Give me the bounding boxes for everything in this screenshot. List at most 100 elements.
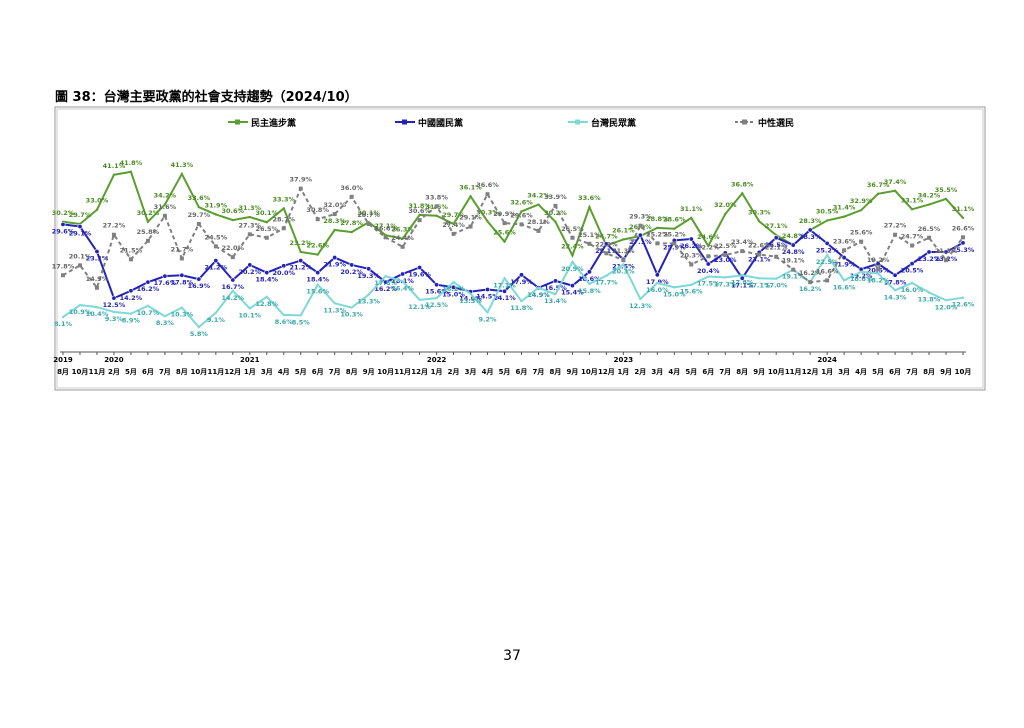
x-tick-label: 6月	[312, 368, 324, 376]
legend-label: 民主進步黨	[251, 117, 296, 129]
data-label: 15.8%	[578, 287, 601, 295]
data-label: 20.4%	[697, 267, 720, 275]
data-label: 16.4%	[391, 284, 414, 292]
point	[401, 237, 404, 240]
point	[859, 239, 864, 244]
point	[552, 278, 558, 284]
year-label: 2024	[817, 356, 837, 364]
data-label: 27.3%	[239, 221, 262, 229]
data-label: 9.1%	[207, 316, 226, 324]
point	[741, 192, 744, 195]
point	[586, 269, 592, 275]
x-tick-label: 5月	[125, 368, 137, 376]
point	[943, 249, 949, 255]
point	[452, 222, 455, 226]
point	[248, 215, 251, 219]
point	[825, 219, 829, 222]
point	[688, 236, 694, 242]
point	[569, 283, 575, 289]
point	[264, 235, 269, 240]
year-label: 2023	[614, 356, 634, 364]
data-label: 17.9%	[510, 278, 533, 286]
data-label: 19.6%	[408, 271, 431, 279]
x-tick-label: 5月	[685, 368, 697, 376]
point	[401, 280, 404, 283]
point	[486, 311, 489, 314]
point	[366, 266, 372, 272]
data-label: 15.6%	[425, 288, 448, 296]
point	[502, 288, 508, 294]
x-tick-label: 2月	[108, 368, 120, 376]
point	[944, 299, 948, 302]
x-tick-label: 10月	[955, 368, 972, 376]
series-line	[62, 186, 964, 290]
point	[77, 263, 82, 268]
point	[214, 311, 218, 314]
point	[435, 214, 438, 217]
data-label: 29.7%	[357, 211, 380, 219]
point	[893, 289, 897, 292]
point	[893, 189, 897, 192]
point	[451, 284, 457, 290]
data-label: 12.1%	[408, 303, 431, 311]
point	[757, 252, 762, 257]
data-label: 28.3%	[799, 233, 822, 241]
data-label: 23.4%	[731, 238, 754, 246]
data-label: 28.3%	[323, 217, 346, 225]
x-tick-label: 8月	[550, 368, 562, 376]
point	[485, 192, 490, 197]
data-label: 37.9%	[289, 176, 312, 184]
x-tick-label: 4月	[855, 368, 867, 376]
point	[452, 280, 455, 284]
data-label: 26.6%	[952, 224, 975, 232]
data-label: 21.7%	[171, 245, 194, 253]
x-tick-label: 3月	[651, 368, 663, 376]
point	[960, 240, 966, 246]
x-tick-label: 5月	[295, 368, 307, 376]
page-number: 37	[503, 648, 521, 664]
point	[622, 238, 625, 241]
data-label: 14.9%	[86, 275, 109, 283]
data-label: 33.0%	[86, 197, 109, 205]
x-tick-label: 6月	[889, 368, 901, 376]
point	[230, 277, 236, 283]
point	[758, 220, 761, 223]
data-label: 32.0%	[323, 201, 346, 209]
data-label: 23.3%	[86, 255, 109, 263]
point	[180, 172, 184, 176]
point	[95, 305, 99, 309]
data-label: 17.1%	[731, 281, 754, 289]
data-label: 23.2%	[289, 239, 312, 247]
year-label: 2020	[104, 356, 124, 364]
point	[384, 274, 387, 278]
data-label: 8.6%	[275, 318, 294, 326]
point	[60, 221, 66, 227]
data-label: 8.1%	[54, 320, 73, 328]
point	[315, 217, 320, 222]
point	[841, 255, 847, 261]
data-label: 28.1%	[527, 218, 550, 226]
data-label: 20.2%	[340, 268, 363, 276]
data-label: 41.1%	[103, 162, 126, 170]
data-label: 12.0%	[935, 303, 958, 311]
x-tick-label: 1月	[617, 368, 629, 376]
point	[486, 220, 489, 223]
point	[637, 232, 643, 238]
point	[434, 204, 439, 209]
data-label: 23.0%	[714, 256, 737, 264]
point	[299, 314, 302, 317]
point	[554, 220, 557, 224]
data-label: 23.6%	[833, 237, 856, 245]
data-label: 33.6%	[188, 194, 211, 202]
data-label: 20.0%	[272, 269, 295, 277]
point	[724, 212, 727, 216]
data-label: 16.2%	[442, 285, 465, 293]
point	[741, 274, 744, 277]
data-label: 24.8%	[782, 232, 805, 240]
point	[927, 203, 931, 206]
data-label: 20.3%	[612, 267, 635, 275]
data-label: 8.3%	[156, 319, 175, 327]
data-label: 17.6%	[374, 279, 397, 287]
point	[656, 226, 659, 230]
point	[111, 295, 117, 301]
